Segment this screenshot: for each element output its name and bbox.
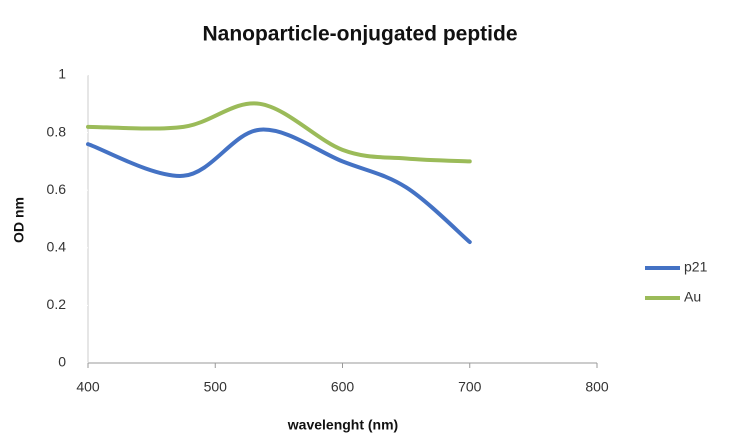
x-tick-label: 600 — [331, 379, 355, 395]
y-tick-label: 1 — [58, 66, 66, 82]
y-tick-label: 0.2 — [47, 296, 67, 312]
y-tick-label: 0.8 — [47, 123, 67, 139]
x-tick-label: 800 — [585, 379, 609, 395]
legend-label: p21 — [684, 259, 708, 275]
y-tick-label: 0.6 — [47, 181, 67, 197]
y-tick-label: 0 — [58, 354, 66, 370]
x-tick-label: 700 — [458, 379, 482, 395]
x-axis-title: wavelenght (nm) — [287, 417, 398, 433]
data-line — [86, 127, 472, 245]
y-tick-label: 0.4 — [47, 239, 67, 255]
chart-title: Nanoparticle-onjugated peptide — [202, 23, 517, 46]
x-tick-label: 500 — [204, 379, 228, 395]
y-axis-title: OD nm — [11, 197, 27, 243]
x-tick-label: 400 — [76, 379, 100, 395]
data-line — [86, 101, 472, 164]
legend-label: Au — [684, 289, 701, 305]
